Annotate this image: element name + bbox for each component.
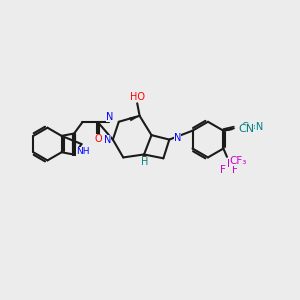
Text: N: N bbox=[174, 133, 181, 143]
Text: N: N bbox=[104, 135, 111, 145]
Text: NH: NH bbox=[76, 147, 90, 156]
Text: O: O bbox=[94, 134, 102, 144]
Text: N: N bbox=[106, 112, 113, 122]
Text: CF₃: CF₃ bbox=[229, 156, 247, 166]
Text: H: H bbox=[141, 157, 148, 167]
Text: F: F bbox=[227, 159, 233, 169]
Text: C≡N: C≡N bbox=[241, 122, 263, 132]
Text: CN: CN bbox=[238, 124, 254, 134]
Text: F: F bbox=[220, 165, 226, 175]
Text: HO: HO bbox=[130, 92, 145, 102]
Polygon shape bbox=[130, 116, 140, 121]
Text: F: F bbox=[232, 165, 238, 175]
